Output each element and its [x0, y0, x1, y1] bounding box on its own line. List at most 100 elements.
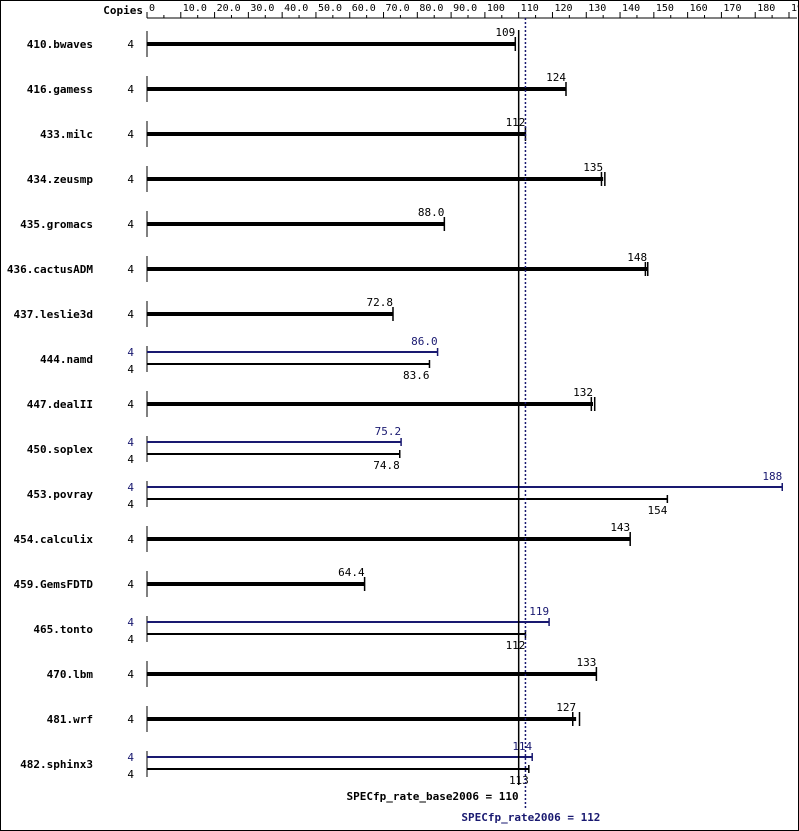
axis-tick-label: 10.0: [183, 3, 207, 14]
peak-value-label: 188: [762, 470, 782, 483]
copies-value: 4: [127, 713, 134, 726]
axis-tick-label: 190: [791, 3, 799, 14]
axis-tick-label: 20.0: [217, 3, 241, 14]
benchmark-label: 416.gamess: [27, 83, 93, 96]
axis-tick-label: 50.0: [318, 3, 342, 14]
base-value-label: 143: [610, 521, 630, 534]
benchmark-row: 416.gamess 4 124: [27, 71, 567, 102]
base-value-label: 112: [506, 116, 526, 129]
axis-tick-label: 70.0: [386, 3, 410, 14]
copies-value: 4: [127, 173, 134, 186]
benchmark-label: 450.soplex: [27, 443, 94, 456]
benchmark-row: 434.zeusmp 4 135: [27, 161, 606, 192]
benchmark-row: 444.namd 4 4 86.0 83.6: [40, 335, 439, 382]
peak-summary-label: SPECfp_rate2006 = 112: [461, 811, 600, 824]
peak-value-label: 75.2: [375, 425, 402, 438]
peak-value-label: 114: [512, 740, 532, 753]
benchmark-row: 433.milc 4 112: [40, 116, 527, 147]
benchmark-label: 470.lbm: [47, 668, 94, 681]
axis-tick-label: 110: [521, 3, 539, 14]
peak-copies-value: 4: [127, 346, 134, 359]
axis-tick-label: 60.0: [352, 3, 376, 14]
benchmark-row: 437.leslie3d 4 72.8: [14, 296, 394, 327]
copies-value: 4: [127, 533, 134, 546]
base-value-label: 64.4: [338, 566, 365, 579]
benchmark-label: 453.povray: [27, 488, 94, 501]
base-value-label: 124: [546, 71, 566, 84]
copies-value: 4: [127, 398, 134, 411]
peak-value-label: 119: [529, 605, 549, 618]
benchmark-label: 433.milc: [40, 128, 93, 141]
benchmark-row: 450.soplex 4 4 75.2 74.8: [27, 425, 402, 472]
peak-copies-value: 4: [127, 616, 134, 629]
benchmark-row: 454.calculix 4 143: [14, 521, 631, 552]
benchmark-label: 481.wrf: [47, 713, 93, 726]
axis-tick-label: 170: [723, 3, 741, 14]
axis-tick-label: 130: [588, 3, 606, 14]
benchmark-label: 444.namd: [40, 353, 93, 366]
benchmark-label: 447.dealII: [27, 398, 93, 411]
summary-lines: SPECfp_rate_base2006 = 110 SPECfp_rate200…: [346, 18, 600, 824]
base-copies-value: 4: [127, 453, 134, 466]
benchmark-row: 453.povray 4 4 188 154: [27, 470, 783, 517]
base-value-label: 109: [495, 26, 515, 39]
peak-value-label: 86.0: [411, 335, 438, 348]
copies-value: 4: [127, 668, 134, 681]
base-value-label: 148: [627, 251, 647, 264]
benchmark-label: 410.bwaves: [27, 38, 93, 51]
base-value-label: 132: [573, 386, 593, 399]
copies-value: 4: [127, 308, 134, 321]
benchmark-label: 435.gromacs: [20, 218, 93, 231]
base-value-label: 74.8: [373, 459, 400, 472]
axis-tick-label: 160: [690, 3, 708, 14]
base-copies-value: 4: [127, 633, 134, 646]
benchmark-label: 465.tonto: [33, 623, 93, 636]
axis-tick-label: 100: [487, 3, 505, 14]
axis-tick-label: 140: [622, 3, 640, 14]
axis-tick-label: 120: [554, 3, 572, 14]
axis-tick-label: 40.0: [284, 3, 308, 14]
base-value-label: 127: [556, 701, 576, 714]
benchmark-row: 436.cactusADM 4 148: [7, 251, 649, 282]
base-value-label: 154: [647, 504, 667, 517]
base-value-label: 133: [577, 656, 597, 669]
benchmark-row: 481.wrf 4 127: [47, 701, 581, 732]
copies-value: 4: [127, 83, 134, 96]
benchmark-row: 482.sphinx344114113: [20, 740, 533, 787]
benchmark-label: 454.calculix: [14, 533, 94, 546]
copies-value: 4: [127, 128, 134, 141]
benchmark-row: 470.lbm 4 133: [47, 656, 598, 687]
axis-tick-label: 80.0: [419, 3, 443, 14]
base-copies-value: 4: [127, 768, 134, 781]
axis-tick-label: 0: [149, 3, 155, 14]
peak-copies-value: 4: [127, 436, 134, 449]
benchmark-row: 410.bwaves 4 109: [27, 26, 517, 57]
axis-tick-label: 180: [757, 3, 775, 14]
copies-value: 4: [127, 38, 134, 51]
peak-copies-value: 4: [127, 751, 134, 764]
benchmark-label: 459.GemsFDTD: [14, 578, 94, 591]
copies-value: 4: [127, 263, 134, 276]
x-axis: 0 10.0 20.0 30.0 40.0 50.0 60.0 70.0 80.0 90.0 100…: [146, 3, 799, 19]
base-value-label: 135: [583, 161, 603, 174]
base-value-label: 112: [506, 639, 526, 652]
base-value-label: 83.6: [403, 369, 430, 382]
base-summary-label: SPECfp_rate_base2006 = 110: [346, 790, 518, 803]
axis-tick-label: 30.0: [250, 3, 274, 14]
benchmark-label: 434.zeusmp: [27, 173, 94, 186]
peak-copies-value: 4: [127, 481, 134, 494]
benchmark-label: 436.cactusADM: [7, 263, 93, 276]
benchmark-row: 459.GemsFDTD 4 64.4: [14, 566, 366, 597]
base-copies-value: 4: [127, 363, 134, 376]
base-value-label: 72.8: [366, 296, 393, 309]
axis-tick-label: 150: [656, 3, 674, 14]
base-copies-value: 4: [127, 498, 134, 511]
copies-header: Copies: [103, 4, 143, 17]
benchmark-row: 435.gromacs 4 88.0: [20, 206, 446, 237]
axis-tick-label: 90.0: [453, 3, 477, 14]
benchmark-label: 437.leslie3d: [14, 308, 93, 321]
base-value-label: 88.0: [418, 206, 445, 219]
copies-value: 4: [127, 218, 134, 231]
